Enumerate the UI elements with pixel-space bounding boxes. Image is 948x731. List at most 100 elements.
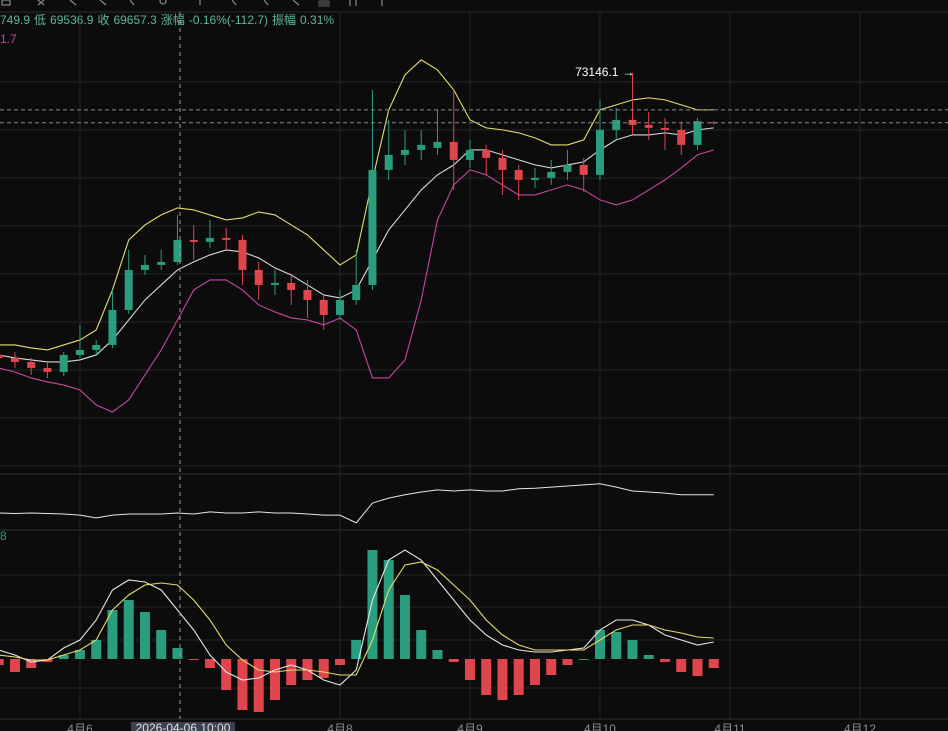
plot-area <box>0 59 948 712</box>
macd-bar <box>529 659 540 685</box>
macd-bar <box>188 659 199 660</box>
tool-icon[interactable] <box>99 0 107 6</box>
candle-body <box>205 237 214 242</box>
panel-label: 8 <box>0 529 7 543</box>
x-tick-label: 4月11 <box>714 722 745 731</box>
macd-bar <box>708 659 719 668</box>
macd-bar <box>156 630 167 659</box>
candle-body <box>352 284 361 300</box>
candle-body <box>108 309 117 345</box>
tool-icon[interactable] <box>231 0 237 6</box>
macd-bar <box>627 640 638 659</box>
candle-body <box>173 239 182 262</box>
candle-body <box>10 357 19 362</box>
header-value: 69657.3 <box>113 13 157 27</box>
indicator-line <box>0 483 714 524</box>
candle-body <box>27 361 36 368</box>
candle-body <box>449 141 458 160</box>
macd-bar <box>204 659 215 668</box>
macd-bar <box>383 560 394 659</box>
macd-bar <box>91 640 102 659</box>
header-label: 涨幅 <box>161 12 185 27</box>
tool-icon[interactable] <box>292 0 300 6</box>
candle-body <box>319 299 328 315</box>
candle-body <box>677 129 686 145</box>
candle-body <box>189 239 198 242</box>
macd-bar <box>139 612 150 659</box>
tool-icon[interactable] <box>37 0 45 6</box>
candle-body <box>547 171 556 178</box>
macd-bar <box>578 659 589 660</box>
candle-body <box>400 149 409 155</box>
high-arrow: → <box>622 65 634 79</box>
crosshair-label: 2026-04-06 10:00 <box>136 721 231 731</box>
macd-bar <box>237 659 248 710</box>
macd-bar <box>221 659 232 690</box>
candle-body <box>270 282 279 285</box>
macd-bar <box>416 630 427 659</box>
candle-body <box>660 127 669 130</box>
candle-body <box>287 282 296 290</box>
macd-bar <box>432 650 443 659</box>
header-value: -0.16%(-112.7) <box>189 13 268 27</box>
macd-bar <box>0 659 4 665</box>
header-label: 振幅 <box>272 12 296 27</box>
header-value: 0.31% <box>300 13 334 27</box>
candle-body <box>0 354 3 358</box>
candle-body <box>612 119 621 130</box>
candle-body <box>368 169 377 285</box>
macd-bar <box>448 659 459 662</box>
macd-bar <box>123 600 134 659</box>
macd-line <box>0 561 714 676</box>
ohlc-header: 749.9 低 69536.9 收 69657.3 涨幅 -0.16%(-112.7) 振幅 0… <box>0 12 334 27</box>
macd-bar <box>464 659 475 680</box>
candle-body <box>433 141 442 148</box>
tool-icon[interactable] <box>1 0 11 6</box>
macd-bar <box>367 550 378 659</box>
candle-body <box>465 149 474 160</box>
macd-bar <box>172 648 183 659</box>
macd-bar <box>513 659 524 695</box>
macd-bar <box>497 659 508 700</box>
tool-icon[interactable] <box>129 0 135 6</box>
candle-body <box>59 354 68 372</box>
macd-bar <box>107 610 118 659</box>
macd-bar <box>481 659 492 695</box>
macd-bar <box>286 659 297 685</box>
macd-bar <box>26 659 37 668</box>
tool-icon[interactable] <box>159 0 167 5</box>
tool-icon[interactable] <box>69 0 77 6</box>
tool-icon[interactable] <box>349 0 357 6</box>
x-tick-label: 4月9 <box>457 722 483 731</box>
candle-body <box>595 129 604 175</box>
tool-icon[interactable] <box>263 0 269 6</box>
candle-body <box>140 264 149 270</box>
candle-body <box>482 149 491 158</box>
candle-body <box>335 299 344 315</box>
macd-bar <box>562 659 573 665</box>
macd-bar <box>74 650 85 659</box>
candle-body <box>303 289 312 300</box>
candle-body <box>222 237 231 240</box>
candle-body <box>514 169 523 180</box>
candle-body <box>254 269 263 285</box>
candle-body <box>417 144 426 150</box>
candle-body <box>563 164 572 172</box>
high-label: 73146.1 <box>575 65 619 79</box>
toolbar <box>1 0 383 7</box>
candle-body <box>498 157 507 170</box>
candle-body <box>238 239 247 270</box>
macd-bar <box>318 659 329 678</box>
candle-body <box>75 349 84 355</box>
macd-bar <box>692 659 703 676</box>
tool-icon[interactable] <box>318 0 330 7</box>
header-label: 收 <box>97 13 109 27</box>
macd-bar <box>351 640 362 659</box>
macd-bar <box>399 595 410 659</box>
candle-body <box>579 164 588 175</box>
macd-bar <box>253 659 264 712</box>
macd-bar <box>334 659 345 665</box>
band-line <box>0 149 714 413</box>
